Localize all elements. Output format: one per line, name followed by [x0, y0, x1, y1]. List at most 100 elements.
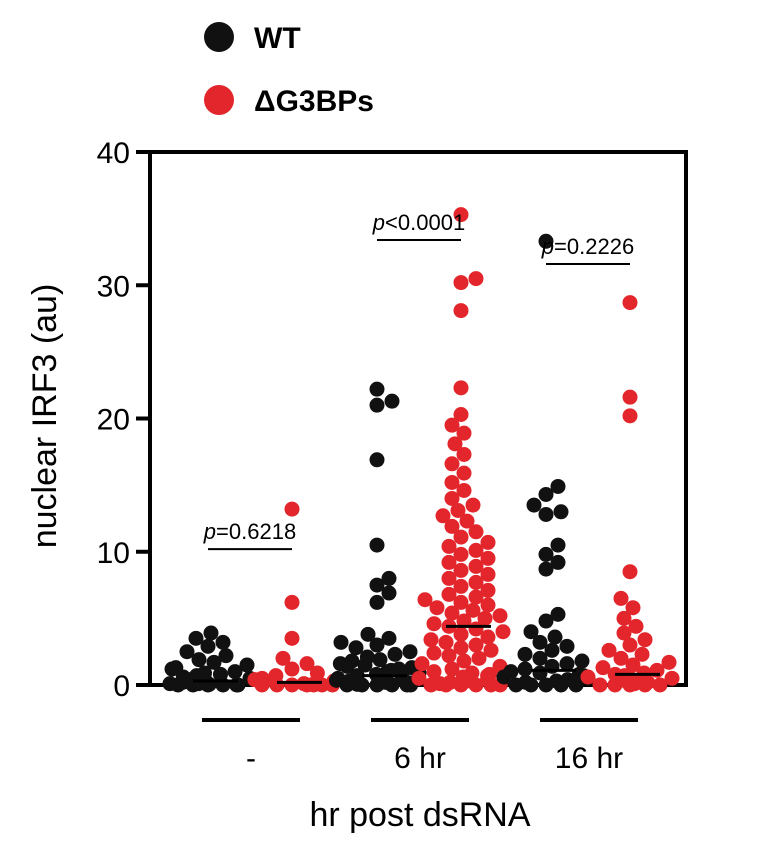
x-category-groups: - 6 hr 16 hr	[202, 720, 638, 775]
data-point	[623, 564, 638, 579]
data-point	[623, 408, 638, 423]
data-point	[427, 646, 442, 661]
data-point	[602, 643, 617, 658]
data-point	[285, 595, 300, 610]
data-point	[551, 479, 566, 494]
data-point	[454, 380, 469, 395]
significance-annotations: p=0.6218p<0.0001p=0.2226	[203, 210, 634, 549]
data-point	[385, 394, 400, 409]
data-point	[454, 275, 469, 290]
data-point	[527, 498, 542, 513]
data-point	[481, 535, 496, 550]
legend-marker-wt	[204, 22, 234, 52]
y-tick-label: 10	[97, 537, 130, 570]
data-point	[370, 538, 385, 553]
data-point	[539, 547, 554, 562]
data-point	[344, 654, 359, 669]
data-point	[445, 456, 460, 471]
x-tick-label: -	[246, 742, 256, 775]
p-value-label: p=0.6218	[203, 519, 296, 544]
data-point	[518, 647, 533, 662]
data-point	[596, 660, 611, 675]
data-point	[443, 675, 458, 690]
x-axis-title: hr post dsRNA	[309, 796, 530, 834]
y-tick-label: 40	[97, 137, 130, 170]
data-point	[638, 632, 653, 647]
data-point	[524, 624, 539, 639]
data-point	[370, 595, 385, 610]
data-point	[445, 475, 460, 490]
data-point	[403, 644, 418, 659]
data-point	[539, 507, 554, 522]
data-point	[361, 627, 376, 642]
data-point	[496, 624, 511, 639]
data-point	[466, 498, 481, 513]
data-point	[439, 635, 454, 650]
data-point	[255, 671, 270, 686]
data-point	[457, 466, 472, 481]
data-point	[285, 502, 300, 517]
data-point	[285, 631, 300, 646]
data-point	[240, 658, 255, 673]
p-value: <0.0001	[385, 210, 465, 235]
data-point	[180, 644, 195, 659]
data-point	[300, 656, 315, 671]
data-point	[560, 639, 575, 654]
data-point	[330, 671, 345, 686]
data-point	[635, 647, 650, 662]
data-point	[382, 631, 397, 646]
data-point	[424, 632, 439, 647]
data-point	[204, 626, 219, 641]
p-value-label: p=0.2226	[541, 234, 634, 259]
data-point	[484, 643, 499, 658]
legend: WT ΔG3BPs	[204, 22, 374, 118]
x-tick-label: 16 hr	[555, 742, 623, 775]
data-point	[370, 382, 385, 397]
p-value-label: p<0.0001	[372, 210, 465, 235]
data-point	[469, 271, 484, 286]
p-symbol: p	[372, 210, 385, 235]
data-point	[276, 651, 291, 666]
data-point	[454, 640, 469, 655]
data-point	[454, 303, 469, 318]
data-point	[626, 600, 641, 615]
y-tick-label: 0	[113, 670, 130, 703]
data-point	[442, 539, 457, 554]
data-point	[518, 675, 533, 690]
data-point	[665, 671, 680, 686]
data-point	[623, 390, 638, 405]
data-point	[518, 662, 533, 677]
y-axis-title: nuclear IRF3 (au)	[26, 284, 64, 549]
data-point	[382, 571, 397, 586]
data-point	[457, 654, 472, 669]
p-symbol: p	[203, 519, 216, 544]
legend-label-wt: WT	[254, 22, 301, 55]
p-symbol: p	[541, 234, 554, 259]
p-value: =0.2226	[554, 234, 634, 259]
data-point	[388, 647, 403, 662]
data-point	[551, 607, 566, 622]
data-point	[436, 508, 451, 523]
data-point	[548, 630, 563, 645]
data-point	[370, 452, 385, 467]
p-value: =0.6218	[216, 519, 296, 544]
data-point	[370, 398, 385, 413]
y-tick-label: 30	[97, 270, 130, 303]
data-point	[373, 652, 388, 667]
y-axis: 0 10 20 30 40	[97, 137, 150, 703]
data-point	[623, 295, 638, 310]
data-point	[189, 631, 204, 646]
data-point	[662, 655, 677, 670]
data-point	[418, 592, 433, 607]
data-point	[614, 591, 629, 606]
data-point	[575, 654, 590, 669]
legend-marker-g3bps	[204, 85, 234, 115]
data-point	[334, 635, 349, 650]
data-point	[168, 660, 183, 675]
data-points	[162, 207, 679, 692]
data-point	[349, 640, 364, 655]
legend-label-g3bps: ΔG3BPs	[254, 85, 374, 118]
data-point	[554, 504, 569, 519]
y-tick-label: 20	[97, 404, 130, 437]
